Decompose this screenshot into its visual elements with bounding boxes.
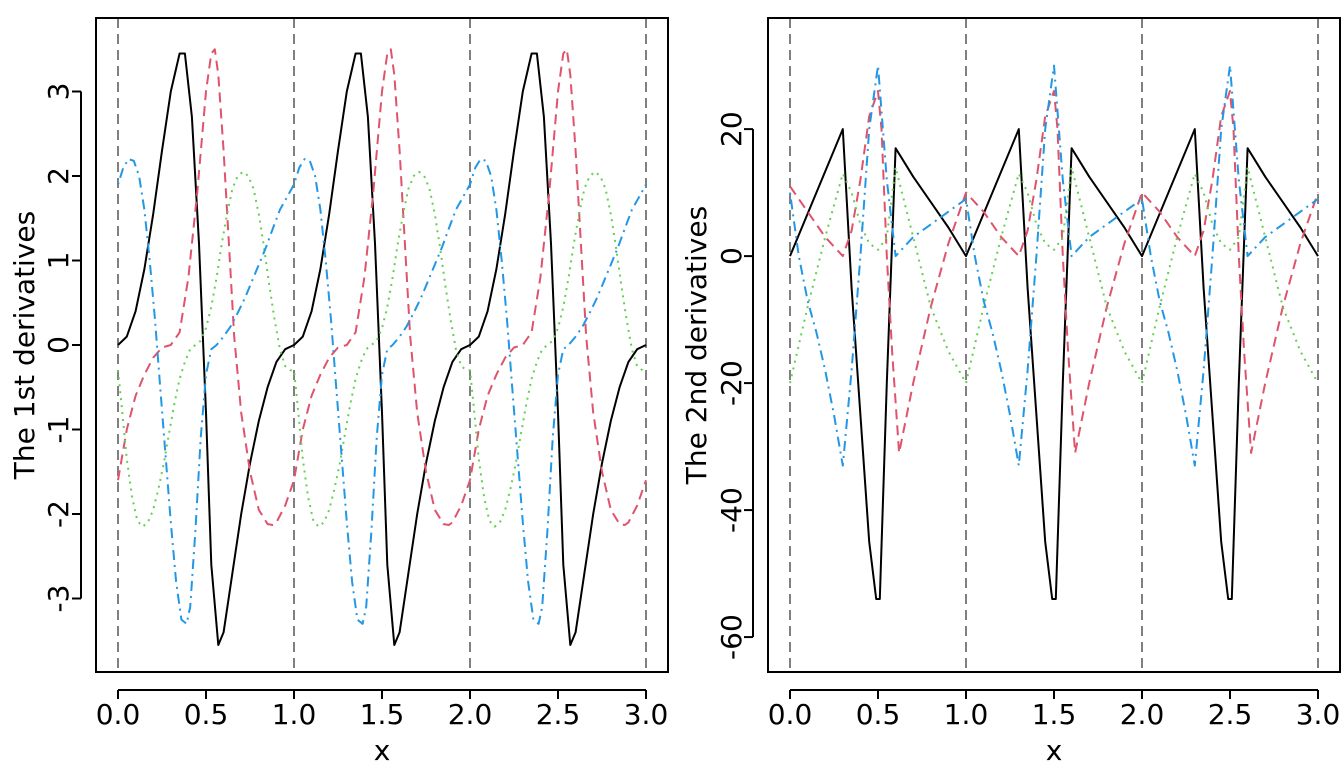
x-tick-label: 2.0 <box>448 698 493 731</box>
series-line-1 <box>117 52 647 646</box>
y-tick-label: 0 <box>42 336 75 354</box>
x-axis-label: x <box>374 734 391 767</box>
x-axis-label: x <box>1046 734 1063 767</box>
x-tick-label: 0.5 <box>856 698 901 731</box>
series-line-2 <box>789 90 1319 454</box>
y-tick-label: 2 <box>42 167 75 185</box>
x-tick-label: 0.5 <box>184 698 229 731</box>
y-axis-label: The 2nd derivatives <box>680 206 713 485</box>
y-tick-label: -60 <box>715 614 748 660</box>
series-line-3 <box>789 166 1319 385</box>
second-derivatives-panel: 0.0 0.5 1.0 1.5 2.0 2.5 3.0 x -60 -40 -20 0 20 The 2n… <box>680 17 1341 767</box>
x-tick-label: 2.0 <box>1120 698 1165 731</box>
y-tick-label: 1 <box>42 252 75 270</box>
y-tick-label: -2 <box>42 500 75 528</box>
y-tick-label: -20 <box>715 360 748 406</box>
x-tick-label: 1.0 <box>944 698 989 731</box>
y-tick-label: -1 <box>42 416 75 444</box>
y-tick-label: 3 <box>42 83 75 101</box>
y-tick-label: 0 <box>715 247 748 265</box>
x-tick-label: 1.5 <box>1032 698 1077 731</box>
x-tick-label: 1.5 <box>360 698 405 731</box>
first-derivatives-panel: 0.0 0.5 1.0 1.5 2.0 2.5 3.0 x -3 -2 -1 0 1 2 3 The 1st … <box>8 17 669 767</box>
series-line-2 <box>117 48 647 526</box>
x-tick-label: 2.5 <box>1208 698 1253 731</box>
series-line-3 <box>117 170 646 528</box>
plot-frame <box>95 17 669 673</box>
plot-frame <box>767 17 1341 673</box>
series-line-4 <box>789 64 1319 467</box>
x-tick-label: 3.0 <box>624 698 669 731</box>
y-tick-label: -40 <box>715 487 748 533</box>
x-tick-label: 3.0 <box>1296 698 1341 731</box>
series-line-4 <box>117 158 647 625</box>
x-tick-label: 0.0 <box>96 698 141 731</box>
x-tick-label: 2.5 <box>536 698 581 731</box>
x-tick-label: 1.0 <box>272 698 317 731</box>
y-tick-label: 20 <box>715 111 748 147</box>
series-line-1 <box>789 128 1319 600</box>
y-axis-label: The 1st derivatives <box>8 211 41 480</box>
y-tick-label: -3 <box>42 585 75 613</box>
x-tick-label: 0.0 <box>768 698 813 731</box>
